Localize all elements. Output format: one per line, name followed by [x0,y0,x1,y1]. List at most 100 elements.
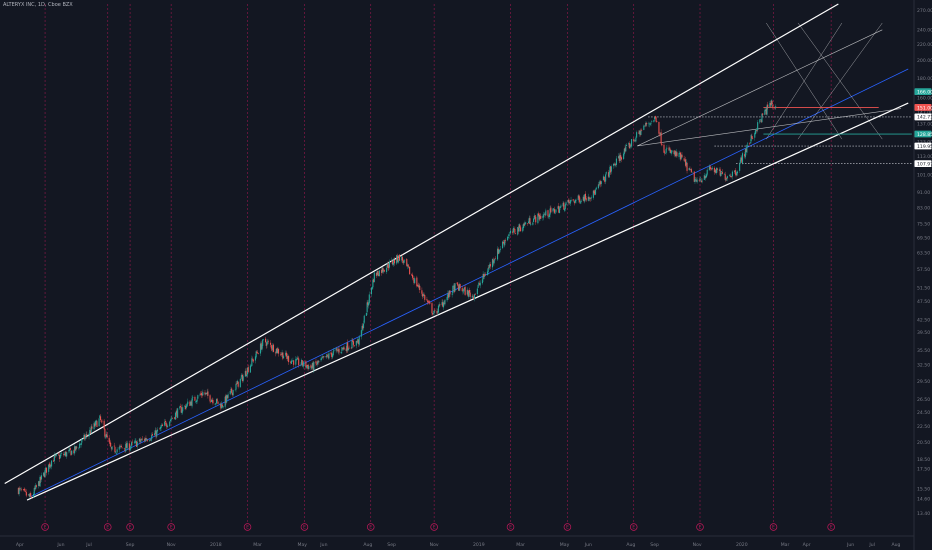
candle-body [653,120,655,122]
candle-body [484,274,486,276]
candle-body [655,117,657,122]
candle-body [550,207,552,213]
y-tick-label: 83.00 [917,206,930,212]
candle-body [217,401,219,404]
candle-body [342,347,344,350]
x-tick-label: Jun [846,542,854,548]
candle-body [406,264,409,267]
candle-body [469,292,471,297]
candle-body [558,208,561,213]
candle-body [358,336,360,345]
candle-body [321,356,324,358]
candle-body [264,338,267,343]
candle-body [100,420,102,422]
event-marker-circle [243,523,252,531]
candle-body [222,406,224,408]
candle-body [332,354,334,358]
candle-body [557,206,559,209]
candle-body [241,374,243,378]
candle-body [492,259,494,263]
candle-body [759,119,762,121]
candle-body [382,268,384,272]
candle-body [362,323,365,329]
candle-body [136,442,138,447]
candle-body [96,421,98,427]
candle-body [458,286,460,291]
candle-body [589,198,591,200]
candle-body [177,408,179,418]
candle-body [219,403,221,405]
candle-body [411,274,413,276]
candle-body [691,171,693,173]
candle-body [452,285,454,294]
candle-body [73,450,75,454]
candle-body [371,286,373,289]
candle-body [582,196,584,201]
candle-body [34,487,36,489]
candle-body [303,361,305,367]
candle-body [246,367,249,375]
candle-body [277,348,280,354]
candle-body [442,302,444,307]
x-tick-label: Jun [319,542,327,548]
candle-body [83,434,85,439]
y-tick-label: 17.50 [917,466,930,472]
y-tick-label: 42.50 [917,318,930,324]
candle-body [316,361,318,365]
candle-body [254,356,257,361]
candle-body [285,352,287,356]
candle-body [93,423,95,430]
candle-body [436,310,438,314]
candle-body [160,426,162,429]
event-marker-label: E [44,525,47,530]
candle-body [554,212,556,214]
candle-body [547,210,549,217]
candle-body [110,442,112,447]
candle-body [347,348,349,351]
price-tag-box [914,113,932,121]
candle-body [734,170,736,172]
candle-body [522,224,525,229]
event-marker-circle [41,523,49,531]
candle-body [156,430,158,437]
candle-body [446,297,448,301]
candle-body [676,152,678,157]
candle-body [711,167,713,170]
candle-body [744,148,746,158]
candle-body [30,496,32,498]
candle-body [491,259,494,268]
candle-body [443,303,445,305]
candle-body [595,187,597,190]
candle-body [27,494,30,496]
event-marker-circle [366,523,375,531]
candle-body [53,455,55,462]
candle-body [24,489,26,491]
candle-body [159,428,161,430]
candle-body [698,180,700,181]
candle-body [409,266,411,275]
candle-body [209,395,211,402]
channel-lower-line [26,102,909,501]
candle-body [326,355,329,356]
event-marker-circle [506,523,515,531]
candle-body [125,443,128,448]
candle-body [116,449,118,453]
candle-body [579,202,581,204]
candle-body [545,210,547,216]
candle-body [533,215,535,220]
candle-body [694,179,696,183]
candle-body [600,181,602,185]
candle-body [43,472,45,476]
candle-body [411,274,414,278]
candle-body [391,260,393,262]
candle-body [696,179,698,183]
candle-body [295,359,298,360]
candle-body [639,130,641,135]
candle-body [529,218,531,225]
y-tick-label: 26.50 [917,397,930,403]
candle-body [115,452,117,454]
candle-body [237,381,239,387]
candle-body [378,270,380,277]
candle-body [553,209,556,213]
